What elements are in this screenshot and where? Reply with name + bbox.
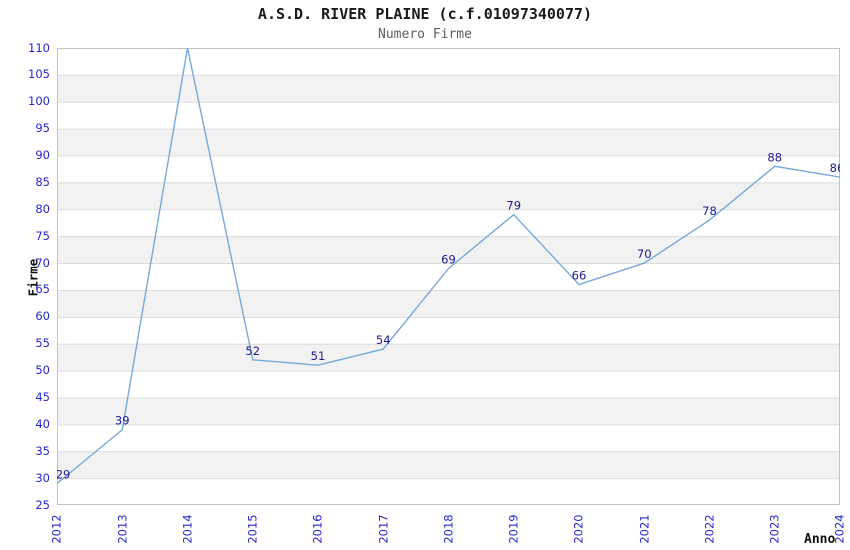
line-series <box>57 48 840 485</box>
y-tick-label: 70 <box>35 255 50 270</box>
plot-band <box>57 451 840 479</box>
plot-area: 293911052515469796670788886 <box>57 48 840 505</box>
data-point-label: 69 <box>441 252 456 266</box>
data-point-label: 78 <box>702 204 717 218</box>
plot-band <box>57 101 840 129</box>
chart-subtitle: Numero Firme <box>378 27 472 42</box>
data-point-label: 86 <box>830 161 840 175</box>
x-axis-title: Anno <box>804 532 836 547</box>
data-point-label: 52 <box>245 344 260 358</box>
plot-band <box>57 155 840 183</box>
x-tick-label: 2020 <box>572 514 586 544</box>
y-tick-label: 45 <box>35 389 50 404</box>
plot-band <box>57 289 840 317</box>
plot-border <box>57 48 840 505</box>
plot-band <box>57 128 840 156</box>
y-tick-label: 80 <box>35 201 50 216</box>
plot-band <box>57 74 840 102</box>
plot-band <box>57 316 840 344</box>
x-tick: 2015 <box>233 508 273 550</box>
y-tick-label: 95 <box>35 121 50 136</box>
y-tick-label: 100 <box>28 94 50 109</box>
data-point-label: 66 <box>572 269 587 283</box>
x-tick: 2013 <box>102 508 142 550</box>
x-tick-label: 2013 <box>115 514 130 544</box>
x-tick: 2018 <box>429 508 469 550</box>
x-tick: 2016 <box>298 508 338 550</box>
y-tick-label: 75 <box>35 228 50 243</box>
data-point-label: 79 <box>506 199 521 213</box>
plot-band <box>57 236 840 264</box>
x-tick: 2023 <box>755 508 795 550</box>
y-tick-label: 55 <box>35 336 50 351</box>
plot-band <box>57 182 840 210</box>
x-tick-label: 2016 <box>311 514 325 544</box>
data-point-label: 51 <box>311 349 326 363</box>
chart-title: A.S.D. RIVER PLAINE (c.f.01097340077) <box>257 5 593 23</box>
y-tick-label: 110 <box>28 40 50 55</box>
y-tick-label: 105 <box>28 67 50 82</box>
y-tick-label: 85 <box>35 174 50 189</box>
y-tick-label: 30 <box>35 470 50 485</box>
y-axis-title: Firme <box>10 234 56 320</box>
x-tick: 2017 <box>363 508 403 550</box>
plot-band <box>57 478 840 505</box>
y-tick-label: 90 <box>35 148 50 163</box>
y-tick-label: 65 <box>35 282 50 297</box>
data-point-label: 70 <box>637 247 652 261</box>
y-tick-label: 25 <box>35 497 50 512</box>
plot-band <box>57 397 840 425</box>
x-tick: 2022 <box>690 508 730 550</box>
x-tick-label: 2012 <box>50 514 64 544</box>
x-tick-label: 2019 <box>506 514 521 544</box>
plot-band <box>57 48 840 75</box>
plot-band <box>57 343 840 371</box>
x-tick: 2021 <box>624 508 664 550</box>
x-tick-label: 2021 <box>637 514 652 544</box>
x-tick-label: 2017 <box>376 514 391 544</box>
data-point-label: 29 <box>57 467 70 481</box>
x-tick: 2019 <box>494 508 534 550</box>
data-point-label: 54 <box>376 333 391 347</box>
plot-band <box>57 263 840 290</box>
data-point-label: 88 <box>767 150 782 164</box>
x-tick: 2014 <box>168 508 208 550</box>
y-tick-label: 60 <box>35 309 50 324</box>
plot-band <box>57 370 840 398</box>
y-tick-label: 40 <box>35 416 50 431</box>
x-tick-label: 2023 <box>767 514 782 544</box>
x-tick: 2020 <box>559 508 599 550</box>
x-tick: 2012 <box>37 508 77 550</box>
plot-band <box>57 424 840 452</box>
plot-band <box>57 209 840 237</box>
x-tick-label: 2022 <box>702 514 717 544</box>
x-tick-label: 2015 <box>245 514 260 544</box>
data-point-label: 39 <box>115 414 130 428</box>
x-tick-label: 2014 <box>180 514 195 544</box>
x-tick-label: 2018 <box>441 514 456 544</box>
y-tick-label: 35 <box>35 443 50 458</box>
y-tick-label: 50 <box>35 363 50 378</box>
